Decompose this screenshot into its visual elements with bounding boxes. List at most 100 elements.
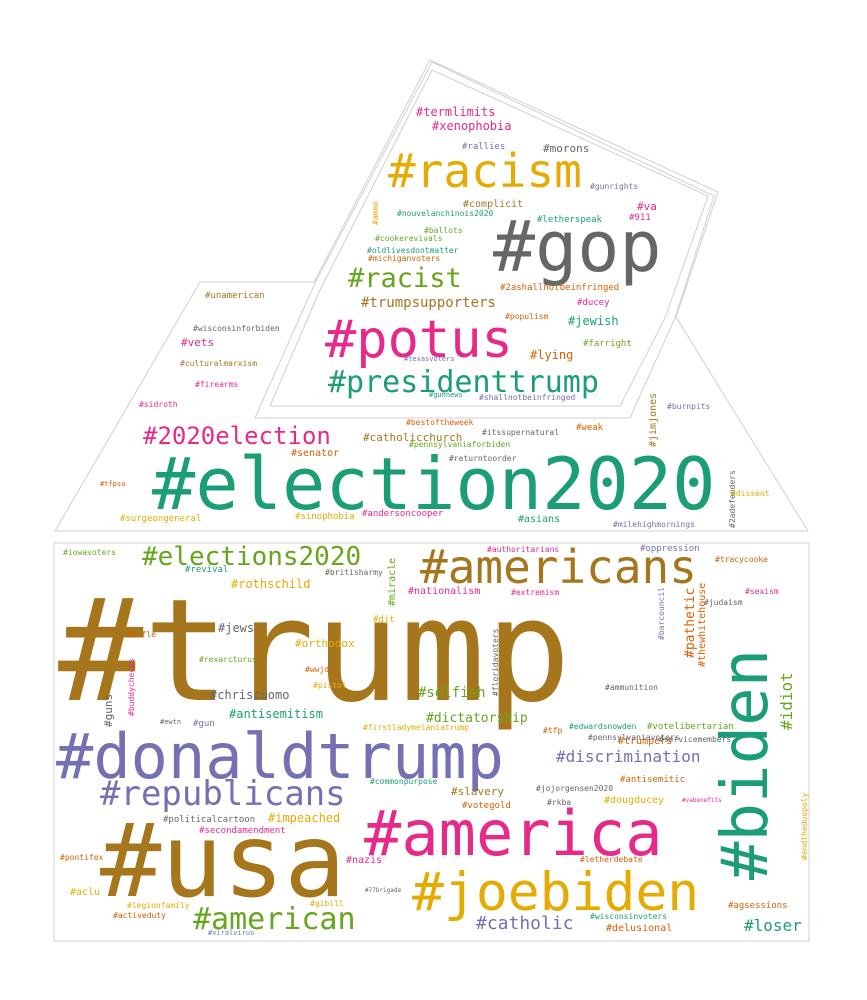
hashtag-word: #vets <box>181 336 214 349</box>
hashtag-word: #nazis <box>346 855 382 866</box>
hashtag-word: #itssupernatural <box>482 428 559 437</box>
hashtag-word: #judaism <box>704 598 743 607</box>
roof-core-shape <box>269 69 709 407</box>
hashtag-word: #politicalcartoon <box>163 815 255 825</box>
hashtag-word: #tfpsa <box>100 480 125 488</box>
hashtag-word: #djt <box>373 615 395 625</box>
hashtag-word: #texasvoters <box>404 355 455 363</box>
hashtag-word: #firstladymelaniatrump <box>363 723 469 732</box>
hashtag-word: #edwardsnowden <box>569 722 637 731</box>
hashtag-word: #jimjones <box>648 393 659 447</box>
hashtag-word: #discrimination <box>556 747 701 766</box>
hashtag-word: #gop <box>493 206 662 288</box>
hashtag-word: #michiganvoters <box>368 254 440 263</box>
hashtag-word: #2adefenders <box>728 470 737 528</box>
word-cloud: #trump#donaldtrump #usa #america #biden #ele… <box>56 105 809 937</box>
hashtag-word: #loser <box>744 916 802 935</box>
hashtag-word: #911 <box>629 213 651 223</box>
hashtag-word: #catholicchurch <box>363 431 462 444</box>
hashtag-word: #morons <box>543 142 589 155</box>
hashtag-word: #cookerevivals <box>375 234 443 243</box>
hashtag-word: #senator <box>291 448 339 459</box>
hashtag-word: #2020election <box>143 422 331 450</box>
hashtag-word: #americans <box>420 540 697 594</box>
hashtag-word: #oldlivesdontmatter <box>367 246 459 255</box>
hashtag-word: #termlimits <box>416 105 495 119</box>
hashtag-word: #catholic <box>476 913 574 934</box>
hashtag-word: #ammunition <box>605 683 658 692</box>
hashtag-word: #racism <box>388 144 582 198</box>
hashtag-word: #tfp <box>543 726 562 735</box>
hashtag-word: #77brigade <box>365 887 402 894</box>
hashtag-word: #xenophobia <box>432 119 511 133</box>
hashtag-word: #barcouncil <box>657 587 666 640</box>
hashtag-word: #unamerican <box>205 291 265 301</box>
hashtag-word: #wwjd <box>305 665 329 674</box>
hashtag-word: #pontifex <box>60 853 104 862</box>
hashtag-word: #activeduty <box>113 911 166 920</box>
hashtag-word: #culturalmarxism <box>180 359 257 368</box>
hashtag-word: #dictatorship <box>426 711 528 726</box>
hashtag-word: #weak <box>576 423 604 433</box>
hashtag-word: #gunnews <box>429 391 463 399</box>
hashtag-word: #presidenttrump <box>328 365 599 400</box>
hashtag-word: #selfish <box>418 685 485 701</box>
hashtag-word: #guns <box>102 694 115 727</box>
hashtag-word: #biden <box>709 649 783 880</box>
house-outline <box>53 59 810 942</box>
hashtag-word: #gun <box>193 719 215 729</box>
hashtag-word: #rkba <box>547 798 571 807</box>
hashtag-word: #wisconsinforbiden <box>193 324 280 333</box>
hashtag-word: #tracycooke <box>715 555 768 564</box>
hashtag-word: #trump <box>58 569 571 734</box>
hashtag-word: #pistol <box>313 681 347 690</box>
hashtag-word: #trumpers <box>618 736 672 747</box>
hashtag-word: #va <box>637 200 657 213</box>
hashtag-word: #wisconsinvoters <box>590 912 667 921</box>
hashtag-word: #american <box>193 902 356 937</box>
hashtag-word: #dissent <box>731 489 770 498</box>
hashtag-word: #lying <box>530 348 573 362</box>
hashtag-word: #jewish <box>568 314 619 328</box>
hashtag-word: #jews <box>218 621 254 635</box>
hashtag-word: #joebiden <box>412 862 699 923</box>
hashtag-word: #sidroth <box>139 400 178 409</box>
hashtag-word: #miracle <box>387 558 398 606</box>
hashtag-word: #legionfamily <box>127 901 190 910</box>
hashtag-word: #shallnotbeinfringed <box>479 393 576 402</box>
hashtag-word: #farright <box>583 339 632 349</box>
hashtag-word: #surgeongeneral <box>120 514 201 524</box>
hashtag-word: #slavery <box>451 785 504 798</box>
roof-outer-shape <box>54 59 809 532</box>
hashtag-word: #endtheduopoly <box>800 792 809 860</box>
hashtag-word: #populism <box>505 312 549 321</box>
hashtag-word: #ewtn <box>160 718 181 726</box>
hashtag-word: #iowavoters <box>63 548 116 557</box>
hashtag-word: #dougducey <box>604 795 664 806</box>
hashtag-word: #nouvelanchinois2020 <box>397 209 494 218</box>
hashtag-word: #revival <box>185 565 228 575</box>
hashtag-word: #asians <box>518 514 560 525</box>
hashtag-word: #trumpsupporters <box>361 295 496 311</box>
hashtag-word: #pathetic <box>683 588 698 658</box>
hashtag-word: #andersoncooper <box>362 509 444 519</box>
hashtag-word: #extremism <box>511 588 559 597</box>
hashtag-word: #letherdebate <box>580 855 643 864</box>
hashtag-word: #2ashallnotbeinfringed <box>500 283 619 293</box>
hashtag-word: #sexism <box>745 587 779 596</box>
hashtag-word: #britisharmy <box>325 568 383 577</box>
hashtag-word: #potus <box>325 310 513 370</box>
hashtag-word: #votegold <box>462 801 511 811</box>
hashtag-word: #bestoftheweek <box>406 418 474 427</box>
hashtag-word: #commonpurpose <box>370 777 438 786</box>
hashtag-word: #nationalism <box>408 586 480 597</box>
hashtag-word: #buddychecks <box>127 658 136 716</box>
hashtag-word: #milehighmornings <box>613 520 695 529</box>
hashtag-word: #impeached <box>268 811 340 825</box>
hashtag-word: #gunrights <box>590 182 638 191</box>
hashtag-word: #firearms <box>195 380 239 389</box>
hashtag-word: #secondamendment <box>199 826 286 836</box>
hashtag-word: #letherspeak <box>537 215 603 225</box>
hashtag-word: #republicans <box>100 774 346 814</box>
hashtag-word: #rifle <box>127 630 156 639</box>
